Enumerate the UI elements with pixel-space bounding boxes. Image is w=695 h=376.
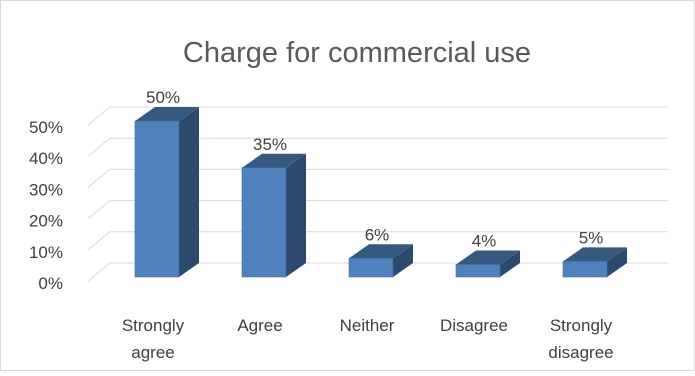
bar xyxy=(455,264,501,278)
x-tick-label: Strongly agree xyxy=(122,316,185,362)
gridline xyxy=(87,168,668,188)
gridline xyxy=(87,231,668,251)
bar-top xyxy=(242,153,306,168)
y-tick-label: 10% xyxy=(29,243,63,262)
chart-title: Charge for commercial use xyxy=(183,37,531,69)
data-label: 5% xyxy=(579,228,604,247)
bar-side xyxy=(500,250,520,277)
y-tick-label: 20% xyxy=(29,212,63,231)
x-tick-label: Disagree xyxy=(440,316,508,335)
data-label: 6% xyxy=(365,225,390,244)
x-tick-label-line: disagree xyxy=(548,343,613,362)
bar-top xyxy=(456,250,520,265)
x-tick-label-line: Neither xyxy=(340,316,395,335)
x-tick-label-line: Agree xyxy=(237,316,282,335)
x-tick-label-line: Strongly xyxy=(550,316,613,335)
data-label: 35% xyxy=(253,135,287,154)
gridline xyxy=(87,200,668,219)
gridline xyxy=(87,106,668,126)
x-tick-label: Strongly disagree xyxy=(548,316,613,362)
data-labels-layer: 50% 35% 6% 4% 5% xyxy=(146,88,603,251)
bar xyxy=(241,167,287,278)
x-tick-label: Agree xyxy=(237,316,282,335)
bar-side xyxy=(286,153,306,277)
x-tick-label-line: Strongly xyxy=(122,316,185,335)
y-tick-label: 0% xyxy=(38,274,63,293)
bar xyxy=(134,120,180,278)
bar xyxy=(348,257,394,278)
y-axis-ticks: 0% 10% 20% 30% 40% 50% xyxy=(29,118,63,293)
bar-side xyxy=(607,247,627,277)
bar-top xyxy=(563,247,627,262)
gridline xyxy=(87,137,668,157)
bar-top xyxy=(349,244,413,259)
bar-side xyxy=(179,107,199,277)
data-label: 4% xyxy=(472,232,497,251)
bars-layer xyxy=(134,107,627,278)
x-tick-label: Neither xyxy=(340,316,395,335)
bar-side xyxy=(393,244,413,277)
y-tick-label: 50% xyxy=(29,118,63,137)
x-tick-label-line: agree xyxy=(131,343,174,362)
bar xyxy=(562,261,608,278)
data-label: 50% xyxy=(146,88,180,107)
y-tick-label: 40% xyxy=(29,149,63,168)
y-tick-label: 30% xyxy=(29,180,63,199)
bar-top xyxy=(135,107,199,121)
x-tick-label-line: Disagree xyxy=(440,316,508,335)
x-axis-ticks: Strongly agree Agree Neither Disagree Strongl… xyxy=(122,316,614,362)
